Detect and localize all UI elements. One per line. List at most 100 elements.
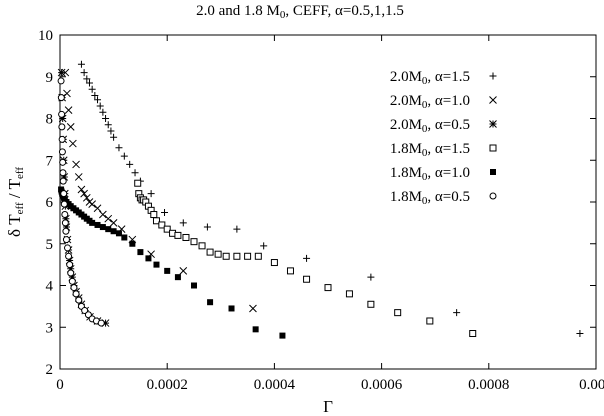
data-point [134, 179, 142, 187]
data-point [61, 211, 69, 219]
data-point [576, 330, 584, 338]
y-tick-label: 2 [46, 362, 54, 378]
data-point [137, 249, 144, 256]
data-point [75, 296, 83, 304]
data-point [58, 148, 66, 156]
data-point [77, 185, 86, 194]
data-point [66, 264, 75, 273]
data-point [179, 267, 188, 275]
data-point [57, 77, 65, 85]
data-point [67, 269, 75, 277]
y-tick-label: 8 [46, 112, 54, 128]
data-point [93, 204, 102, 213]
data-point [145, 255, 152, 262]
data-point [61, 219, 69, 227]
data-point [222, 252, 230, 260]
series-3 [134, 179, 477, 338]
data-point [252, 326, 259, 333]
data-point [203, 223, 211, 231]
data-point [233, 225, 241, 233]
data-point [324, 284, 332, 292]
legend-marker [490, 169, 496, 175]
x-axis-title: Γ [323, 397, 333, 416]
data-point [88, 200, 97, 208]
data-point [345, 290, 353, 298]
series-0 [77, 60, 584, 338]
series-1 [61, 68, 257, 313]
data-point [129, 240, 136, 247]
data-point [99, 224, 106, 231]
y-tick-label: 9 [46, 70, 54, 86]
data-point [270, 259, 278, 267]
data-point [147, 190, 155, 198]
data-point [260, 242, 268, 250]
data-point [104, 121, 112, 129]
data-point [64, 244, 72, 252]
data-point [153, 261, 160, 268]
legend-marker [489, 120, 497, 128]
data-point [89, 219, 96, 226]
data-point [126, 160, 134, 168]
data-point [174, 274, 181, 281]
data-point [121, 234, 128, 241]
legend-label: 2.0M0, α=0.5 [390, 117, 470, 135]
data-point [394, 309, 402, 317]
data-point [66, 261, 74, 269]
legend-label: 1.8M0, α=1.0 [390, 165, 470, 183]
data-point [83, 75, 91, 83]
data-point [426, 317, 434, 325]
data-point [105, 226, 112, 233]
data-point [110, 228, 117, 235]
data-point [91, 92, 99, 100]
data-point [64, 106, 73, 115]
data-point [107, 127, 115, 135]
data-point [279, 332, 286, 339]
data-point [62, 236, 70, 244]
data-point [214, 250, 222, 258]
legend-label: 2.0M0, α=1.0 [390, 93, 470, 111]
y-tick-label: 7 [46, 153, 54, 169]
legend-label: 1.8M0, α=0.5 [390, 189, 470, 207]
data-point [115, 144, 123, 152]
x-tick-label: 0.0002 [147, 377, 188, 393]
data-point [367, 273, 375, 281]
data-point [207, 299, 214, 306]
data-point [68, 273, 77, 282]
legend-label: 2.0M0, α=1.5 [390, 69, 470, 87]
data-marks [57, 60, 584, 339]
data-point [85, 79, 93, 87]
data-point [68, 277, 76, 285]
data-point [80, 189, 88, 198]
data-point [66, 122, 75, 131]
y-tick-label: 3 [46, 320, 54, 336]
data-point [182, 233, 190, 241]
legend-marker [489, 144, 497, 152]
y-tick-label: 6 [46, 195, 54, 211]
data-point [69, 139, 77, 148]
legend-marker [489, 192, 497, 200]
data-point [70, 284, 78, 292]
data-point [59, 169, 67, 177]
data-point [164, 267, 171, 274]
data-point [109, 219, 118, 227]
data-point [72, 160, 80, 169]
axis-ticks: 0 0.0002 0.0004 0.0006 0.0008 0.001 2 3 4 5 6 7 8 9 10 [38, 28, 604, 393]
y-axis-title: δ Teff / Teff [5, 167, 26, 237]
data-point [61, 68, 70, 77]
data-point [161, 208, 169, 216]
x-tick-label: 0.0006 [361, 377, 403, 393]
data-point [58, 123, 66, 131]
data-point [97, 319, 105, 327]
data-point [101, 319, 110, 327]
data-point [249, 304, 257, 313]
legend: 2.0M0, α=1.5 2.0M0, α=1.0 2.0M0, α=0.5 1.8M… [390, 69, 497, 207]
data-point [303, 254, 311, 262]
data-point [453, 309, 461, 317]
data-point [96, 102, 104, 110]
data-point [57, 94, 65, 102]
data-point [60, 200, 68, 208]
y-tick-label: 10 [38, 28, 53, 44]
data-point [244, 252, 252, 260]
x-tick-label: 0.0004 [254, 377, 296, 393]
data-point [228, 305, 235, 312]
